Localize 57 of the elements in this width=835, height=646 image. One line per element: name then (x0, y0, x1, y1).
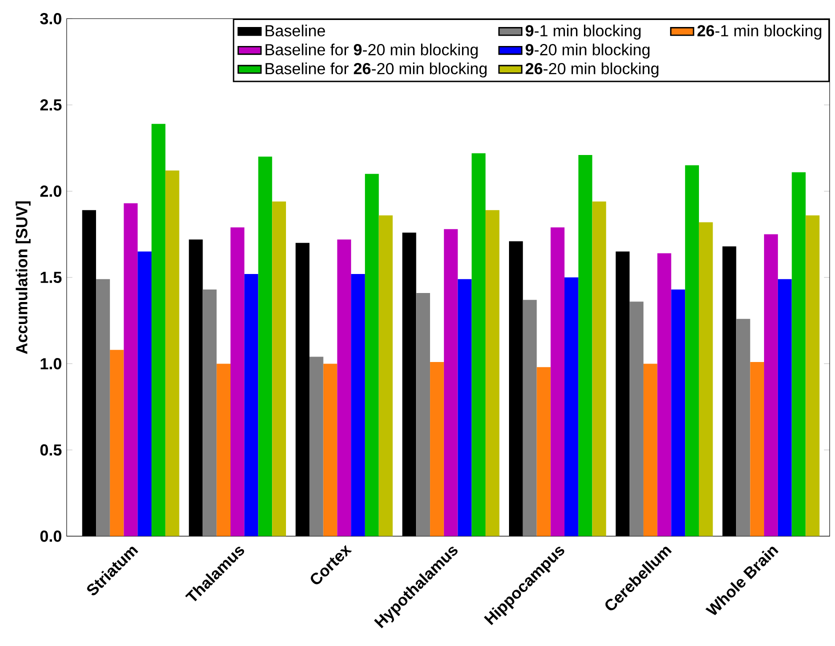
bar (750, 362, 764, 536)
bar (430, 362, 444, 536)
bar (792, 172, 806, 536)
bar (643, 364, 658, 536)
y-tick-label: 2.0 (40, 186, 62, 198)
bar (230, 228, 244, 536)
bar (550, 228, 564, 536)
legend-label: 9-20 min blocking (526, 44, 650, 59)
bar (416, 293, 430, 536)
bar (272, 202, 286, 536)
bar (364, 174, 379, 536)
bar (472, 153, 486, 536)
legend-label: 9-1 min blocking (526, 24, 641, 40)
y-tick-label: 3.0 (40, 13, 62, 25)
y-tick-label: 1.5 (40, 272, 62, 284)
bar (96, 279, 110, 536)
bar (736, 319, 750, 536)
legend-label: Baseline (266, 24, 325, 37)
y-axis-title: Accumulation [SUV] (16, 202, 31, 354)
bar (309, 356, 324, 536)
bar (110, 350, 124, 536)
bar (778, 279, 792, 536)
bar (630, 302, 644, 536)
bar (657, 253, 672, 536)
bar (578, 155, 592, 536)
bar (202, 290, 217, 536)
bar (698, 222, 713, 536)
bar (378, 216, 393, 536)
legend-label: 26-1 min blocking (697, 24, 822, 40)
bar (244, 274, 258, 536)
bar (323, 364, 338, 536)
legend-label: Baseline for 26-20 min blocking (266, 62, 487, 78)
bar (522, 300, 537, 536)
bar (351, 274, 365, 536)
bar (216, 364, 230, 536)
bar (671, 290, 686, 536)
y-tick-label: 2.5 (40, 99, 62, 111)
bar (165, 170, 180, 536)
bar (444, 229, 458, 536)
bar (458, 279, 472, 536)
legend-label: Baseline for 9-20 min blocking (266, 44, 478, 59)
bar (124, 203, 138, 536)
bar (258, 156, 272, 536)
bar (337, 240, 352, 536)
bar (138, 252, 152, 536)
bar (685, 166, 699, 536)
bar (486, 210, 500, 536)
bar (564, 278, 578, 536)
y-tick-label: 1.0 (40, 358, 62, 370)
bar (764, 234, 778, 536)
y-tick-label: 0.5 (40, 444, 62, 456)
bar (536, 367, 551, 536)
legend-label: 26-20 min blocking (526, 62, 658, 78)
bar (152, 124, 166, 536)
y-tick-label: 0.0 (40, 530, 62, 542)
bar (806, 216, 820, 536)
bar (592, 202, 606, 536)
